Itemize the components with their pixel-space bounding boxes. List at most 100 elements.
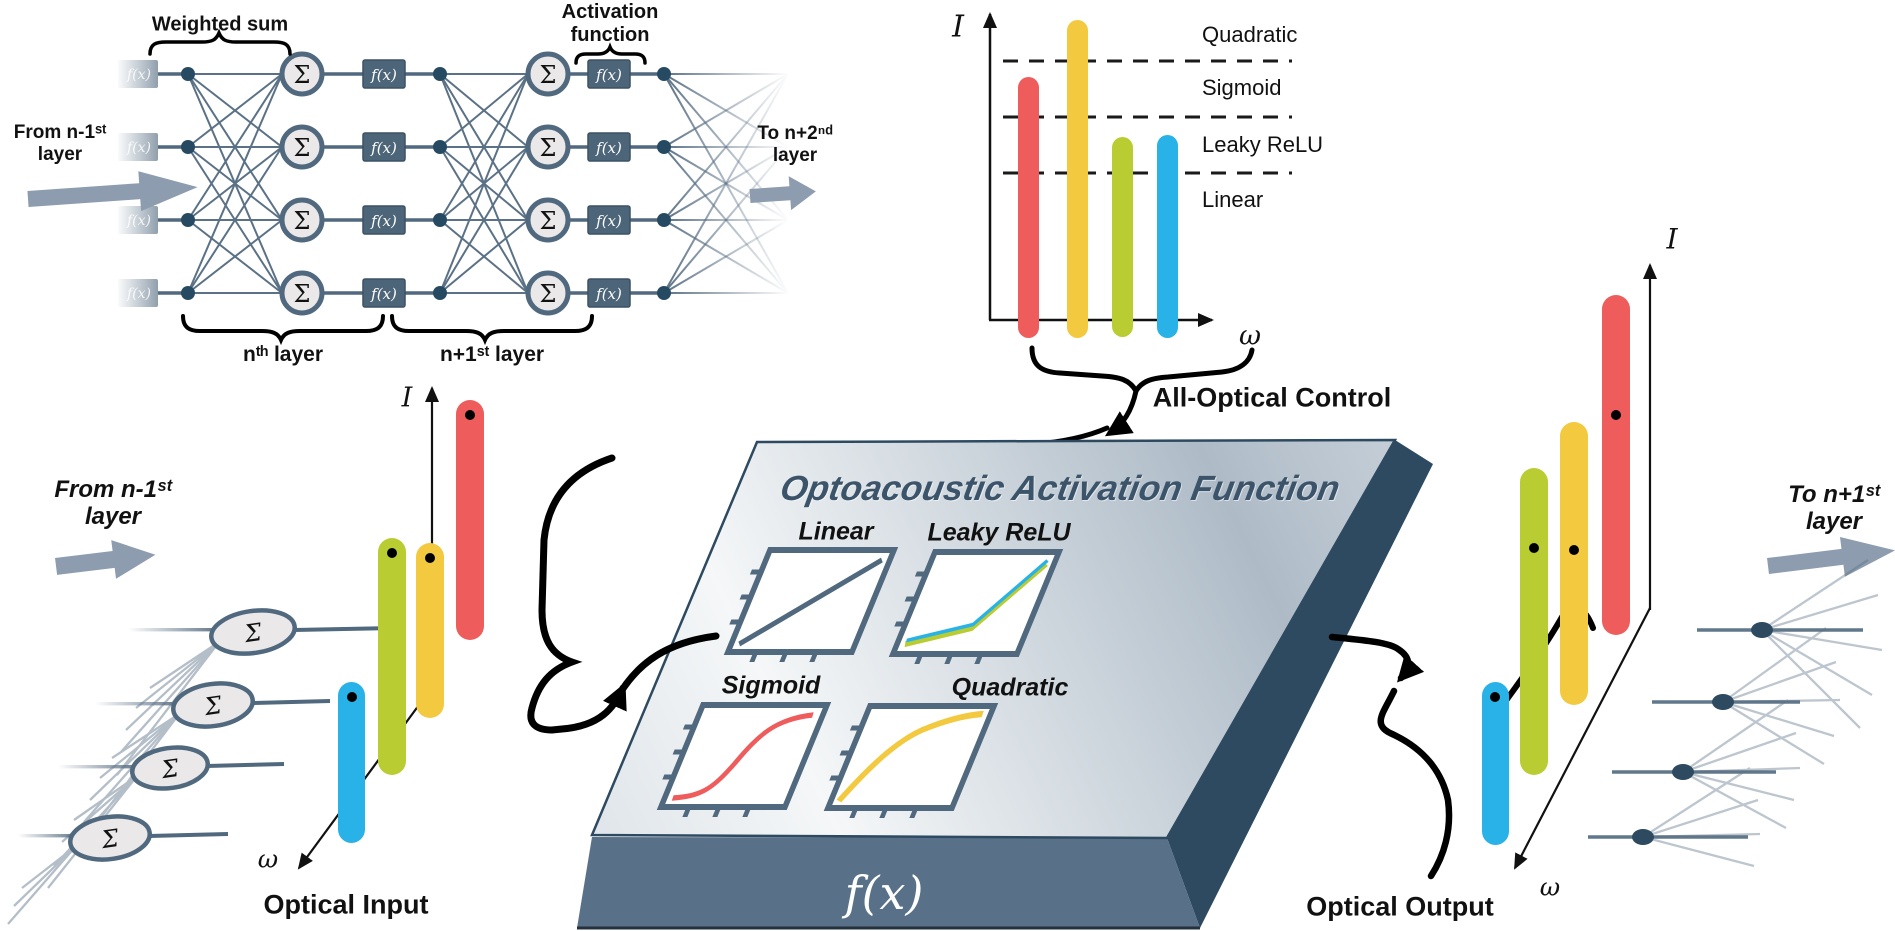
plot-title-sigmoid: Sigmoid [721, 671, 821, 700]
faded-fx-label: f(x) [126, 67, 151, 83]
output-bar-yellow [1560, 422, 1588, 705]
leaky-relu-curve-green [904, 562, 1048, 648]
faded-fx-label: f(x) [126, 286, 151, 302]
fx-box-label: f(x) [595, 285, 622, 303]
sum-symbol: Σ [294, 207, 311, 235]
top-network-braces [148, 28, 647, 346]
input-network-sum-nodes: Σ Σ Σ Σ [68, 608, 297, 862]
to-next2-layer-arrow [749, 176, 816, 211]
weighted-sum-label: Weighted sum [151, 13, 289, 36]
output-bar-green [1520, 468, 1548, 775]
control-to-device-arrow [953, 388, 1139, 449]
from-prev-layer-arrow-top [27, 171, 198, 212]
device-to-output-connector [1328, 633, 1453, 880]
to-next-layer-label: To n+1ˢᵗ layer [1788, 481, 1880, 535]
output-bar-dots [1490, 410, 1621, 702]
fx-box-label: f(x) [370, 212, 397, 230]
sum-symbol: Σ [540, 134, 557, 162]
fx-box-label: f(x) [370, 285, 397, 303]
control-bars [1018, 20, 1178, 338]
control-chart [953, 12, 1292, 449]
output-bars [1482, 295, 1630, 845]
output-bar-red [1602, 295, 1630, 635]
input-bar-blue [338, 682, 365, 843]
top-network-sum-nodes: Σ Σ Σ Σ Σ Σ Σ Σ [279, 51, 571, 316]
output-network-fan-links [1642, 559, 1883, 868]
input-network-fan-links [7, 641, 220, 925]
plot-quadratic [823, 703, 999, 818]
input-network: Σ Σ Σ Σ [7, 608, 393, 925]
region-label-linear: Linear [1202, 187, 1264, 212]
from-bottom-line2: layer [84, 503, 142, 530]
flow-arrows [27, 171, 1895, 579]
control-bar-green [1112, 137, 1133, 337]
from-top-line1: From n-1ˢᵗ [13, 122, 107, 143]
to-next2-layer-label: To n+2ⁿᵈ layer [757, 123, 832, 167]
input-bar-dots [347, 410, 475, 702]
sigmoid-curve [671, 712, 814, 801]
top-network-links-layer2 [439, 73, 529, 294]
from-bottom-line1: From n-1ˢᵗ [54, 476, 172, 503]
sum-symbol: Σ [294, 61, 311, 89]
quadratic-curve [836, 710, 984, 803]
activation-function-line2: function [570, 24, 650, 46]
top-network-links-fadeout [663, 73, 789, 294]
fx-box-label: f(x) [595, 66, 622, 84]
plot-linear [723, 547, 899, 662]
input-x-axis-label: ω [257, 844, 279, 874]
output-chart [1328, 263, 1657, 880]
nth-layer-brace [181, 314, 385, 346]
plot-leaky-relu [888, 549, 1064, 664]
sum-symbol: Σ [294, 134, 311, 162]
top-network-links-layer1 [187, 73, 283, 294]
sum-symbol: Σ [540, 280, 557, 308]
from-prev-layer-label-top: From n-1ˢᵗ layer [14, 122, 107, 166]
n-plus-1-layer-brace [390, 314, 594, 346]
control-bar-blue [1157, 135, 1178, 338]
output-x-axis [1514, 607, 1651, 870]
optical-input-label: Optical Input [263, 889, 429, 920]
input-network-output-lines [148, 626, 393, 838]
fx-box-label: f(x) [595, 139, 622, 157]
linear-curve [738, 557, 883, 647]
all-optical-control-label: All-Optical Control [1152, 382, 1392, 413]
device-side-face [1167, 440, 1433, 928]
device-box [577, 438, 1433, 930]
device-title: Optoacoustic Activation Function [777, 469, 1343, 508]
plot-title-leaky-relu: Leaky ReLU [927, 518, 1071, 547]
control-bar-yellow [1067, 20, 1088, 338]
to-top-line2: layer [772, 145, 818, 166]
input-bar-red [456, 400, 484, 640]
output-network-row-lines [1588, 628, 1863, 839]
output-network-node-dots [1632, 622, 1773, 845]
device-front-label: f(x) [844, 866, 924, 920]
region-label-quadratic: Quadratic [1202, 22, 1298, 47]
from-prev-layer-arrow-bottom [55, 540, 156, 579]
optical-output-label: Optical Output [1306, 891, 1494, 922]
n-plus-1-layer-label: n+1ˢᵗ layer [439, 343, 545, 366]
sum-symbol: Σ [540, 207, 557, 235]
plot-sigmoid [656, 702, 832, 817]
fx-box-label: f(x) [370, 66, 397, 84]
output-bar-blue [1482, 682, 1509, 845]
activation-function-brace [574, 42, 647, 65]
to-top-line1: To n+2ⁿᵈ [757, 123, 833, 144]
nth-layer-label: nᵗʰ layer [243, 343, 323, 366]
input-bar-green [378, 538, 406, 775]
to-right-line1: To n+1ˢᵗ [1788, 481, 1880, 508]
input-y-axis-label: I [401, 382, 413, 414]
top-network-row-lines [158, 72, 664, 295]
control-y-axis-label: I [952, 9, 964, 45]
activation-function-label: Activation function [562, 1, 659, 47]
top-network-node-dots [181, 67, 671, 300]
fx-box-label: f(x) [370, 139, 397, 157]
sum-symbol: Σ [242, 618, 265, 648]
sum-symbol: Σ [294, 280, 311, 308]
output-y-axis-label: I [1666, 222, 1678, 256]
to-right-line2: layer [1805, 508, 1863, 535]
faded-fx-label: f(x) [126, 213, 151, 229]
control-bar-red [1018, 77, 1039, 338]
to-next-layer-arrow [1767, 537, 1895, 577]
